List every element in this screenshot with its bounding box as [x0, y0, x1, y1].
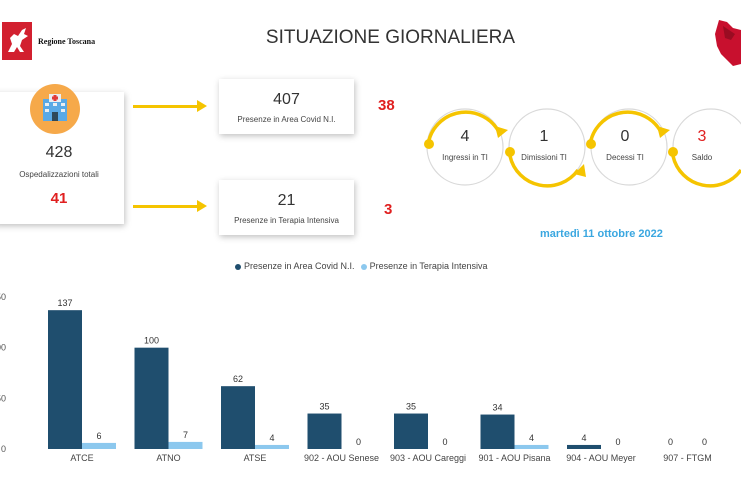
x-tick-label: 904 - AOU Meyer — [566, 453, 636, 463]
covid-area-label: Presenze in Area Covid N.I. — [237, 115, 336, 124]
data-label: 100 — [144, 336, 159, 346]
x-tick-label: ATCE — [70, 453, 93, 463]
data-label: 35 — [406, 402, 416, 412]
bar-chart: 1501005001376ATCE1007ATNO624ATSE350902 -… — [0, 292, 712, 463]
y-tick-label: 100 — [0, 343, 6, 353]
hospital-icon — [30, 84, 80, 134]
icu-deaths-value: 0 — [620, 128, 630, 145]
pegasus-icon — [2, 22, 32, 60]
icu-balance: 3 Saldo — [667, 128, 737, 162]
icu-discharges-label: Dimissioni TI — [521, 153, 567, 162]
bar-covid-area — [567, 444, 601, 449]
x-tick-label: ATSE — [244, 453, 267, 463]
data-label: 0 — [702, 437, 707, 447]
legend-item-covid-area: Presenze in Area Covid N.I. — [235, 261, 355, 271]
data-label: 34 — [492, 403, 502, 413]
data-label: 4 — [581, 433, 586, 443]
icu-deaths-label: Decessi TI — [606, 153, 644, 162]
data-label: 0 — [668, 437, 673, 447]
x-tick-label: 903 - AOU Careggi — [390, 453, 466, 463]
icu-card: 21 Presenze in Terapia Intensiva — [219, 180, 354, 235]
bar-covid-area — [307, 413, 342, 449]
x-tick-label: 907 - FTGM — [663, 453, 712, 463]
bar-icu — [255, 444, 289, 449]
bar-icu — [168, 441, 203, 449]
bar-covid-area — [134, 347, 169, 449]
icu-label: Presenze in Terapia Intensiva — [234, 216, 339, 225]
bar-icu — [514, 444, 549, 449]
hospitalized-delta: 41 — [50, 190, 68, 207]
data-label: 0 — [356, 437, 361, 447]
bar-covid-area — [48, 310, 82, 449]
x-tick-label: 901 - AOU Pisana — [478, 453, 550, 463]
icu-value: 21 — [277, 192, 296, 209]
y-tick-label: 150 — [0, 292, 6, 302]
organization-name: Regione Toscana — [38, 37, 96, 46]
data-label: 62 — [233, 374, 243, 384]
data-label: 137 — [57, 298, 72, 308]
icu-flow-diagram: 4 Ingressi in TI 1 Dimissioni TI 0 Deces… — [418, 98, 741, 198]
data-label: 35 — [319, 402, 329, 412]
bar-covid-area — [394, 413, 428, 449]
x-tick-label: ATNO — [156, 453, 180, 463]
icu-balance-value: 3 — [697, 128, 707, 145]
icu-discharges-value: 1 — [539, 128, 549, 145]
data-label: 7 — [183, 430, 188, 440]
icu-balance-label: Saldo — [691, 153, 713, 162]
bar-covid-area — [221, 386, 255, 449]
hospitalized-total-card: 428 Ospedalizzazioni totali 41 — [0, 84, 124, 224]
bar-icu — [82, 442, 116, 449]
y-tick-label: 50 — [0, 393, 6, 403]
report-date: martedì 11 ottobre 2022 — [540, 228, 663, 240]
arrow-to-covid-area — [133, 100, 207, 112]
legend-item-icu: Presenze in Terapia Intensiva — [360, 261, 488, 271]
covid-area-value: 407 — [273, 91, 300, 108]
covid-area-delta: 38 — [378, 97, 395, 114]
x-tick-label: 902 - AOU Senese — [304, 453, 379, 463]
icu-admissions-label: Ingressi in TI — [442, 153, 488, 162]
icu-delta: 3 — [384, 201, 393, 218]
data-label: 4 — [529, 433, 534, 443]
legend-dot-dark — [235, 263, 241, 270]
covid-area-card: 407 Presenze in Area Covid N.I. — [219, 79, 354, 134]
data-label: 0 — [615, 437, 620, 447]
legend-label-icu: Presenze in Terapia Intensiva — [369, 261, 488, 271]
hospitalized-label: Ospedalizzazioni totali — [19, 170, 99, 179]
data-label: 6 — [96, 431, 101, 441]
icu-admissions-value: 4 — [460, 128, 470, 145]
legend-dot-light — [360, 263, 367, 270]
data-label: 0 — [442, 437, 447, 447]
hospitalized-value: 428 — [45, 144, 73, 161]
bar-covid-area — [480, 414, 515, 449]
icu-discharges: 1 Dimissioni TI — [509, 128, 579, 162]
page-title: SITUAZIONE GIORNALIERA — [265, 27, 516, 48]
data-label: 4 — [269, 433, 274, 443]
icu-admissions: 4 Ingressi in TI — [430, 128, 500, 162]
chart-legend: Presenze in Area Covid N.I. Presenze in … — [235, 261, 487, 271]
tuscany-map-icon — [713, 18, 741, 73]
regione-toscana-logo — [2, 22, 32, 60]
arrow-to-icu — [133, 200, 207, 212]
y-tick-label: 0 — [1, 444, 6, 454]
legend-label-covid-area: Presenze in Area Covid N.I. — [244, 261, 355, 271]
icu-deaths: 0 Decessi TI — [590, 128, 660, 162]
